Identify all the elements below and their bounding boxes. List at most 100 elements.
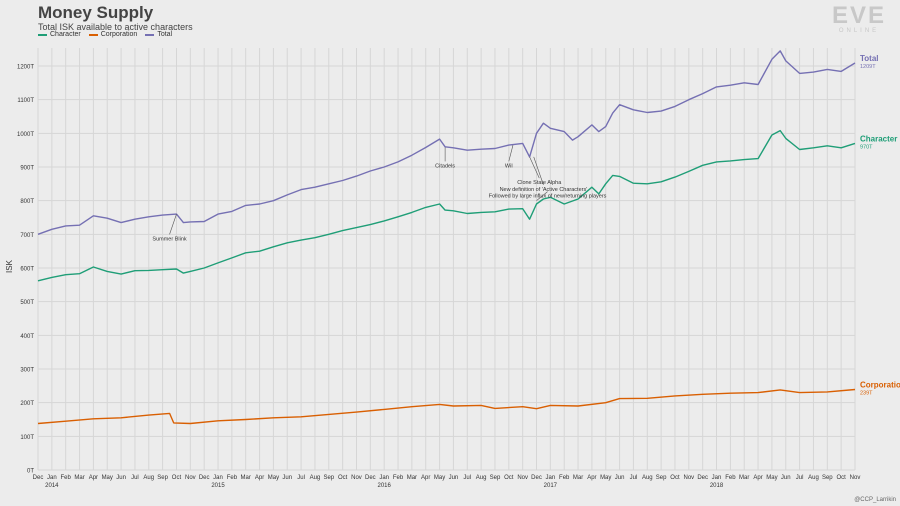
end-label-corporation: Corporation [860,381,900,390]
x-tick-label: Feb [393,475,404,481]
x-tick-label: Feb [227,475,238,481]
chart-subtitle: Total ISK available to active characters [38,22,193,32]
legend-item-corporation: Corporation [88,31,137,38]
x-tick-label: May [102,475,113,481]
x-tick-label: Jan [47,475,57,481]
annotation-label: Citadels [435,163,455,169]
x-tick-label: Jun [781,475,791,481]
x-tick-label: Dec [365,475,376,481]
y-tick-label: 200T [20,401,34,407]
x-tick-label: Sep [656,475,667,481]
x-tick-label: Dec [531,475,542,481]
x-tick-label: Sep [323,475,334,481]
x-tick-label: Jun [615,475,625,481]
x-tick-label: Sep [822,475,833,481]
x-tick-label: Jan [546,475,556,481]
legend-swatch-corporation [88,33,98,36]
annotation-leader [529,156,540,179]
series-line-total [37,50,856,235]
x-tick-label: Jan [213,475,223,481]
end-value-total: 1209T [860,64,876,70]
x-tick-label: Dec [697,475,708,481]
y-tick-label: 1100T [17,98,34,104]
x-tick-label: Dec [199,475,210,481]
author-credit: @CCP_Larrikin [854,497,896,503]
x-tick-label: Nov [850,475,861,481]
x-tick-label: Apr [421,475,430,481]
annotation-label: WiI [505,163,513,169]
x-tick-label: Mar [739,475,749,481]
series-lines [37,50,856,425]
x-tick-label: Aug [143,475,154,481]
annotation-leader [169,214,177,235]
eve-online-logo: EVE ONLINE [831,2,886,35]
x-tick-label: May [268,475,279,481]
x-tick-label: Oct [670,475,680,481]
x-year-label: 2016 [378,483,392,489]
y-tick-label: 800T [20,199,34,205]
x-tick-label: Oct [836,475,846,481]
end-label-character: Character [860,134,897,143]
x-tick-label: Mar [573,475,583,481]
logo-sub-text: ONLINE [838,28,880,34]
x-tick-label: Jul [297,475,305,481]
x-tick-label: Aug [642,475,653,481]
x-tick-label: Oct [172,475,182,481]
x-tick-label: Nov [351,475,362,481]
x-tick-label: Aug [310,475,321,481]
x-tick-label: Nov [517,475,528,481]
x-tick-label: Dec [33,475,44,481]
x-tick-label: Nov [185,475,196,481]
x-tick-label: Apr [255,475,264,481]
annotation-leader [536,191,548,201]
y-tick-label: 500T [20,300,34,306]
x-tick-label: Jan [712,475,722,481]
x-tick-label: Jan [379,475,389,481]
x-tick-label: May [434,475,445,481]
x-tick-label: Aug [476,475,487,481]
x-tick-label: Feb [725,475,736,481]
y-tick-label: 1000T [17,132,34,138]
grid [37,48,856,471]
annotation-leader [533,156,544,185]
x-year-label: 2017 [544,483,558,489]
x-year-label: 2015 [211,483,225,489]
x-tick-label: Jun [449,475,459,481]
x-tick-label: Jun [282,475,292,481]
logo-main-text: EVE [831,2,886,29]
series-line-character [37,129,856,282]
x-tick-label: Mar [241,475,251,481]
x-tick-label: Jul [796,475,804,481]
x-year-label: 2018 [710,483,724,489]
annotation-label: Summer Blink [152,236,186,242]
x-tick-label: Nov [683,475,694,481]
x-tick-label: Oct [338,475,348,481]
chart-title: Money Supply [38,3,154,22]
annotation-leader [508,145,514,162]
legend-swatch-character [38,33,47,36]
x-tick-label: Jul [630,475,638,481]
y-axis-label: ISK [4,260,14,273]
y-tick-label: 700T [20,233,34,239]
end-value-character: 970T [860,144,873,150]
x-tick-label: Apr [753,475,762,481]
x-year-label: 2014 [45,483,59,489]
x-tick-label: Jul [131,475,139,481]
y-tick-label: 1200T [17,65,34,71]
x-tick-label: Apr [587,475,596,481]
end-label-total: Total [860,54,879,63]
x-tick-label: Mar [74,475,84,481]
x-tick-label: Apr [89,475,98,481]
legend-label-character: Character [50,31,81,38]
axes: 0T 100T 200T 300T 400T 500T 600T 700T 800T 900T 10… [17,65,860,490]
y-tick-label: 600T [20,267,34,273]
series-line-corporation [37,388,856,425]
x-tick-label: Feb [61,475,72,481]
annotation-label: New definition of 'Active Characters' [500,187,588,193]
x-tick-label: Aug [808,475,819,481]
y-tick-label: 300T [20,368,34,374]
legend: Character Corporation Total [38,31,172,38]
y-tick-label: 0T [27,469,34,475]
annotation-label: Clone State Alpha [517,180,562,186]
